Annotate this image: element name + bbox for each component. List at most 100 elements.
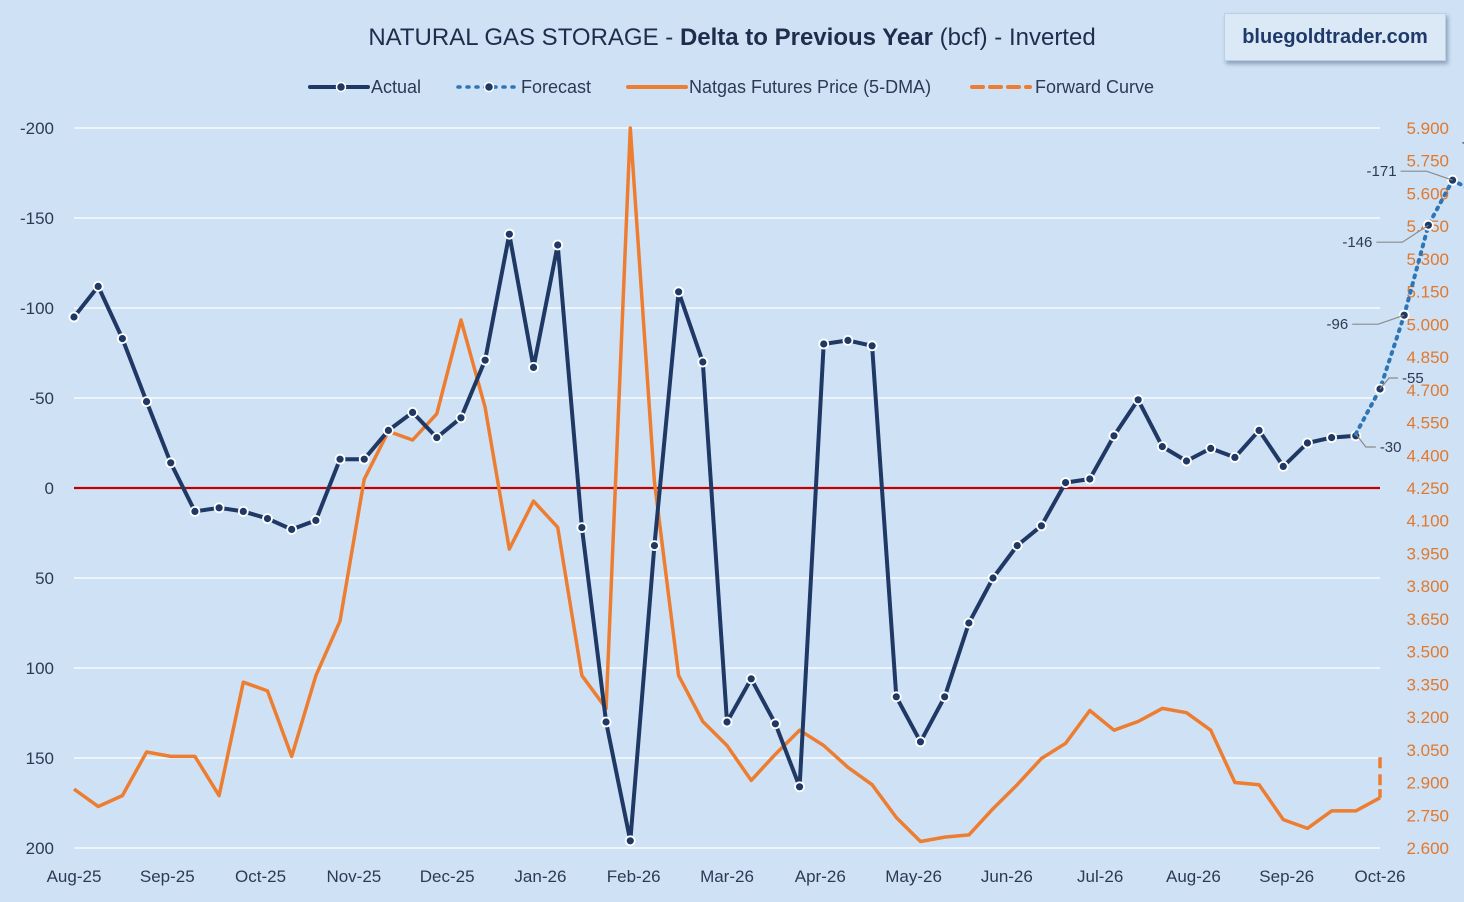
actual-point bbox=[963, 617, 975, 629]
annotation-leader bbox=[1352, 314, 1405, 325]
actual-point bbox=[697, 356, 709, 368]
actual-point bbox=[1108, 430, 1120, 442]
actual-point bbox=[237, 505, 249, 517]
series-actual bbox=[68, 228, 1362, 847]
left-tick-label: 150 bbox=[26, 749, 54, 768]
right-tick-label: 4.250 bbox=[1406, 479, 1449, 498]
forecast-annotation-label: -55 bbox=[1402, 370, 1424, 387]
left-tick-label: -150 bbox=[20, 209, 54, 228]
legend-label: Forecast bbox=[521, 77, 591, 97]
legend-swatch-marker bbox=[483, 81, 495, 93]
actual-point bbox=[794, 781, 805, 793]
x-tick-label: May-26 bbox=[885, 867, 942, 886]
x-tick-label: Oct-25 bbox=[235, 867, 286, 886]
right-tick-label: 4.400 bbox=[1406, 446, 1449, 465]
legend-item: Natgas Futures Price (5-DMA) bbox=[626, 77, 931, 97]
actual-point bbox=[673, 286, 685, 298]
x-tick-label: Jan-26 bbox=[514, 867, 566, 886]
right-tick-label: 5.750 bbox=[1406, 152, 1449, 171]
actual-point bbox=[600, 716, 612, 728]
forecast-annotation-label: -171 bbox=[1367, 163, 1397, 180]
actual-point bbox=[1060, 477, 1071, 489]
legend-item: Forward Curve bbox=[970, 77, 1154, 97]
x-axis: Aug-25 Sep-25 Oct-25 Nov-25 Dec-25 Jan-26 Feb-… bbox=[47, 867, 1406, 886]
actual-point bbox=[745, 673, 757, 685]
actual-point bbox=[310, 515, 322, 526]
actual-point bbox=[262, 513, 273, 524]
actual-point bbox=[189, 505, 201, 517]
forecast-annotations: -30-55-96-146-171-164-166-170-182 bbox=[1326, 134, 1464, 456]
actual-point bbox=[939, 691, 951, 703]
actual-point bbox=[334, 453, 346, 465]
legend-item: Forecast bbox=[456, 77, 591, 97]
actual-point bbox=[1181, 455, 1192, 467]
actual-point bbox=[165, 457, 177, 469]
x-tick-label: Aug-26 bbox=[1166, 867, 1221, 886]
actual-point bbox=[890, 691, 902, 703]
actual-point bbox=[1036, 520, 1047, 532]
actual-point bbox=[818, 338, 830, 350]
chart-title-part: (bcf) - Inverted bbox=[933, 24, 1096, 51]
right-tick-label: 3.950 bbox=[1406, 544, 1449, 563]
right-tick-label: 3.650 bbox=[1406, 610, 1449, 629]
legend-label: Actual bbox=[371, 77, 421, 97]
x-tick-label: Apr-26 bbox=[795, 867, 846, 886]
actual-point bbox=[1326, 432, 1338, 444]
actual-point bbox=[528, 361, 539, 373]
price-line bbox=[72, 126, 1381, 844]
forecast-annotation-label: -96 bbox=[1326, 316, 1348, 333]
actual-point bbox=[116, 333, 128, 345]
x-tick-label: Jul-26 bbox=[1077, 867, 1123, 886]
legend-label: Natgas Futures Price (5-DMA) bbox=[689, 77, 931, 97]
right-tick-label: 3.200 bbox=[1406, 708, 1449, 727]
actual-point bbox=[407, 406, 418, 418]
right-tick-label: 3.800 bbox=[1406, 577, 1449, 596]
annotation-leader bbox=[1376, 224, 1429, 243]
left-tick-label: 50 bbox=[35, 569, 54, 588]
actual-line bbox=[72, 232, 1356, 843]
actual-point bbox=[552, 239, 564, 251]
legend-label: Forward Curve bbox=[1035, 77, 1154, 97]
forecast-annotation-label: -146 bbox=[1342, 234, 1372, 251]
actual-point bbox=[286, 524, 298, 535]
left-tick-label: 200 bbox=[26, 839, 54, 858]
actual-point bbox=[358, 453, 370, 465]
chart-title-part: Delta to Previous Year bbox=[680, 24, 933, 51]
annotation-leader bbox=[1355, 433, 1376, 448]
actual-point bbox=[576, 522, 588, 533]
left-tick-label: 100 bbox=[26, 659, 54, 678]
right-tick-label: 2.900 bbox=[1406, 774, 1449, 793]
x-tick-label: Jun-26 bbox=[981, 867, 1033, 886]
actual-point bbox=[624, 835, 636, 847]
actual-point bbox=[1084, 473, 1096, 485]
left-tick-label: -50 bbox=[29, 389, 54, 408]
forecast-annotation-label: -30 bbox=[1380, 439, 1402, 456]
series-price bbox=[72, 126, 1381, 844]
left-tick-label: -200 bbox=[20, 119, 54, 138]
actual-point bbox=[431, 432, 443, 444]
actual-point bbox=[92, 280, 104, 292]
right-tick-label: 2.750 bbox=[1406, 806, 1449, 825]
actual-point bbox=[213, 502, 225, 514]
x-tick-label: Oct-26 bbox=[1354, 867, 1405, 886]
right-tick-label: 5.000 bbox=[1406, 315, 1449, 334]
actual-point bbox=[987, 572, 999, 584]
forecast-annotation-label: -164 bbox=[1462, 134, 1464, 151]
actual-point bbox=[68, 311, 80, 323]
actual-point bbox=[1302, 437, 1313, 449]
actual-point bbox=[866, 340, 878, 352]
chart-title: NATURAL GAS STORAGE - Delta to Previous … bbox=[368, 24, 1095, 51]
legend-swatch-marker bbox=[335, 81, 347, 93]
right-tick-label: 5.600 bbox=[1406, 184, 1449, 203]
right-tick-label: 3.350 bbox=[1406, 675, 1449, 694]
right-tick-label: 4.100 bbox=[1406, 512, 1449, 531]
actual-point bbox=[1277, 460, 1289, 472]
actual-point bbox=[721, 716, 733, 728]
chart-title-part: NATURAL GAS STORAGE - bbox=[368, 24, 680, 51]
actual-point bbox=[141, 396, 152, 408]
actual-point bbox=[1132, 394, 1144, 406]
annotation-leader bbox=[1400, 170, 1453, 181]
actual-point bbox=[479, 354, 491, 366]
